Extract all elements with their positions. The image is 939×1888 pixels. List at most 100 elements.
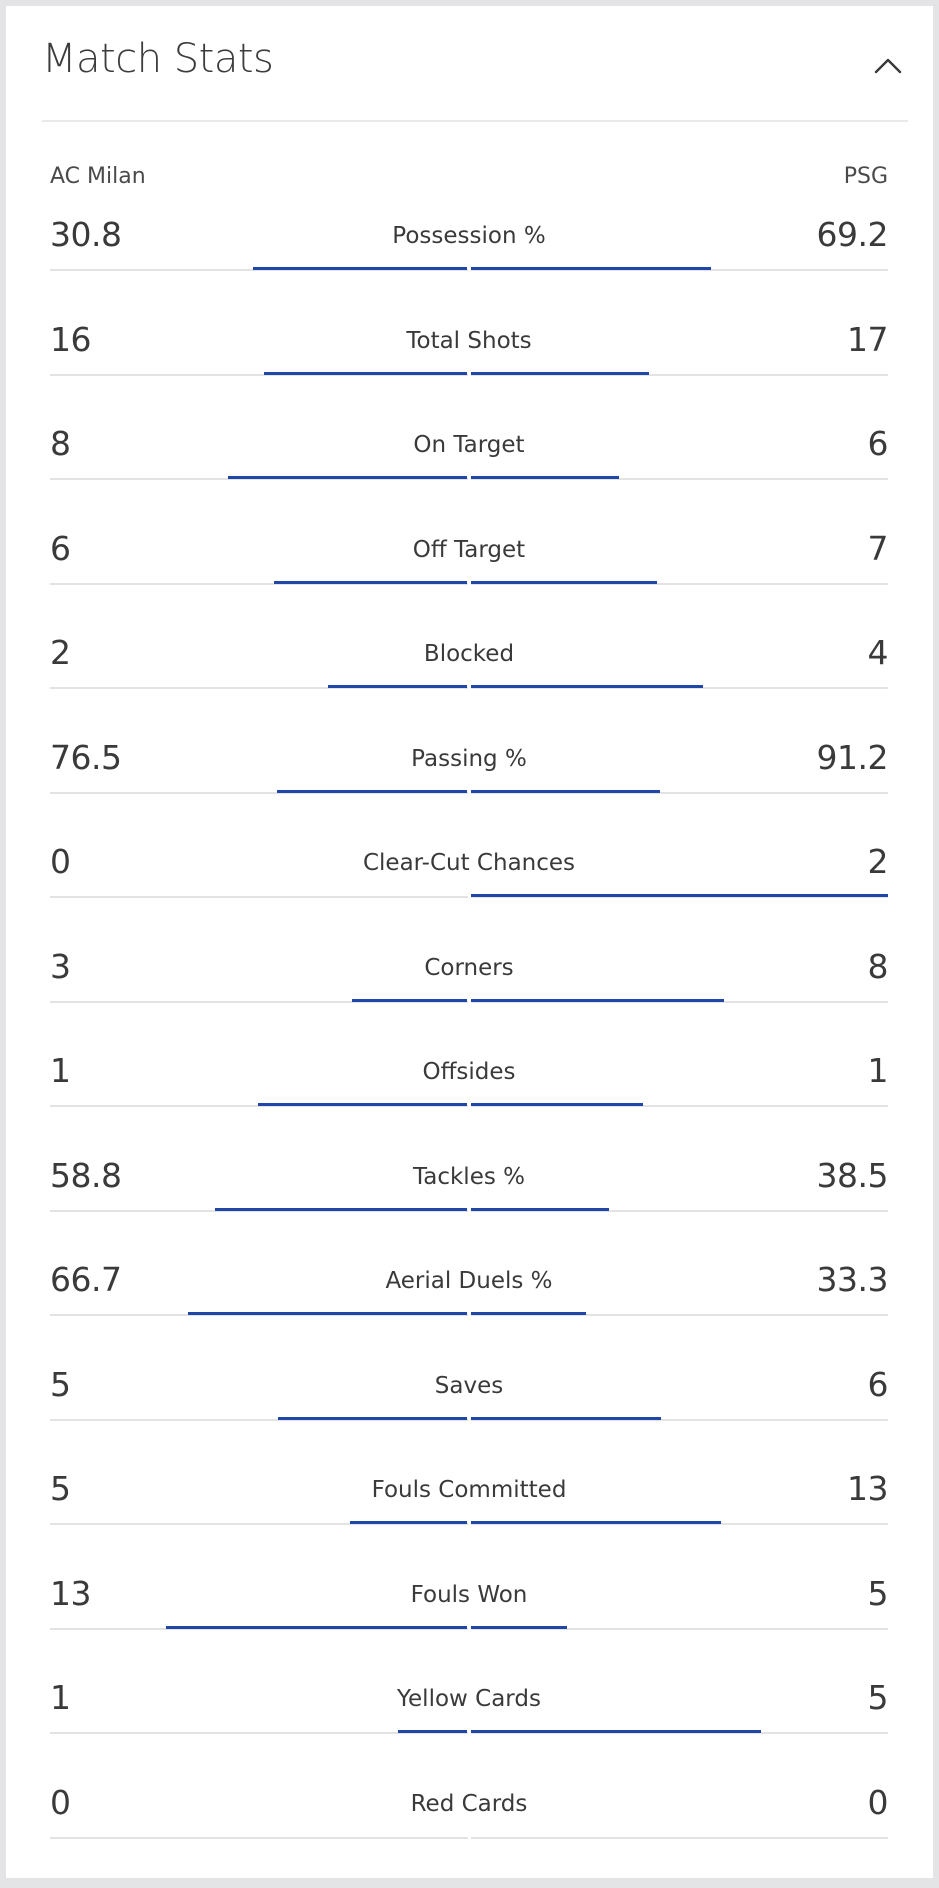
home-stat-value: 30.8 [50,215,122,254]
bar-divider [468,265,471,273]
bar-divider [468,1728,471,1736]
home-stat-bar [274,580,467,584]
stat-label: Aerial Duels % [385,1268,553,1294]
stat-label: Saves [434,1372,504,1399]
bar-divider [468,1519,471,1527]
home-stat-bar [188,1312,467,1315]
page-title: Match Stats [42,36,274,82]
away-stat-value: 33.3 [816,1260,889,1299]
home-stat-bar [328,685,467,688]
away-stat-bar [471,371,649,375]
stat-row: 8 On Target 6 [50,410,888,515]
away-stat-value: 69.2 [816,215,889,254]
stat-label: Offsides [422,1059,516,1085]
away-stat-bar [471,1730,761,1733]
stat-label: Fouls Committed [371,1477,567,1503]
home-stat-value: 13 [50,1573,92,1613]
away-stat-value: 38.5 [816,1155,889,1195]
away-stat-value: 6 [867,1364,889,1404]
away-stat-value: 2 [867,842,889,881]
stat-row: 76.5 Passing % 91.2 [50,724,889,829]
away-stat-value: 5 [867,1573,889,1613]
bar-divider [468,1414,471,1423]
away-team-name: PSG [843,164,888,189]
stat-row: 0 Red Cards 0 [50,1769,888,1874]
bar-divider [468,683,471,691]
home-stat-value: 0 [50,1782,71,1822]
home-stat-bar [264,371,467,375]
stat-label: Blocked [423,641,515,667]
bar-divider [468,1205,471,1214]
away-stat-bar [471,789,660,793]
home-team-name: AC Milan [50,164,146,189]
stat-row: 5 Fouls Committed 13 [50,1455,889,1560]
stat-row: 3 Corners 8 [50,933,888,1038]
match-stats-header[interactable]: Match Stats [42,6,908,122]
stat-row: 1 Yellow Cards 5 [50,1664,888,1769]
home-stat-value: 5 [50,1364,71,1404]
away-stat-bar [471,1207,609,1211]
home-stat-value: 8 [50,424,71,463]
away-stat-bar [471,894,888,897]
stat-label: Tackles % [413,1163,525,1190]
stat-row: 13 Fouls Won 5 [50,1560,888,1665]
home-stat-value: 2 [50,633,71,672]
home-stat-bar [398,1730,467,1733]
away-stat-value: 13 [847,1469,889,1508]
collapse-button[interactable] [868,46,908,86]
home-stat-value: 66.7 [50,1260,122,1299]
home-stat-bar [166,1625,467,1629]
bar-divider [468,787,471,796]
away-stat-value: 7 [867,528,889,568]
home-stat-value: 0 [50,842,71,881]
bar-divider [468,892,471,900]
stat-row: 5 Saves 6 [50,1351,888,1456]
away-stat-value: 91.2 [816,737,889,777]
home-stat-bar [258,1103,467,1106]
stat-label: Red Cards [410,1790,528,1817]
bar-divider [468,578,471,587]
bar-divider [468,1310,471,1318]
away-stat-value: 8 [867,946,889,986]
away-stat-bar [471,267,711,270]
home-stat-value: 6 [50,528,71,568]
stat-label: Possession % [392,223,546,249]
bar-divider [468,1832,471,1841]
away-stat-bar [471,580,657,584]
home-stat-value: 76.5 [50,737,122,777]
stat-row: 2 Blocked 4 [50,619,888,724]
stat-row: 58.8 Tackles % 38.5 [50,1142,889,1247]
stat-row: 66.7 Aerial Duels % 33.3 [50,1246,889,1351]
home-stat-value: 16 [50,319,92,359]
home-stat-bar [253,267,467,270]
away-stat-bar [471,1103,643,1106]
away-stat-bar [471,476,619,479]
away-stat-value: 1 [867,1051,889,1090]
stat-label: Fouls Won [410,1581,528,1608]
stats-list: 30.8 Possession % 69.2 16 Total Shots 1 7 8 On T… [50,201,889,1874]
home-stat-bar [352,998,467,1002]
home-stat-value: 58.8 [50,1155,122,1195]
bar-divider [468,474,471,482]
home-stat-bar [277,789,467,793]
stat-label: Yellow Cards [397,1686,541,1712]
stat-row: 1 Offsides 1 [50,1037,888,1142]
stat-label: Total Shots [406,327,532,354]
bar-divider [468,996,471,1005]
home-stat-bar [350,1521,467,1524]
away-stat-value: 6 [867,424,889,463]
away-stat-value: 5 [867,1678,889,1717]
stat-row: 30.8 Possession % 69.2 [50,201,889,306]
away-stat-bar [471,1625,567,1629]
away-stat-bar [471,1312,586,1315]
bar-divider [468,369,471,378]
stat-row: 16 Total Shots 17 [50,306,889,411]
stat-label: On Target [413,432,525,458]
chevron-up-icon [874,58,902,74]
away-stat-value: 0 [867,1782,889,1822]
bar-divider [468,1101,471,1109]
stat-row: 0 Clear-Cut Chances 2 [50,828,888,933]
stat-label: Corners [424,954,514,981]
home-stat-value: 3 [50,946,71,986]
away-stat-bar [471,1416,661,1420]
